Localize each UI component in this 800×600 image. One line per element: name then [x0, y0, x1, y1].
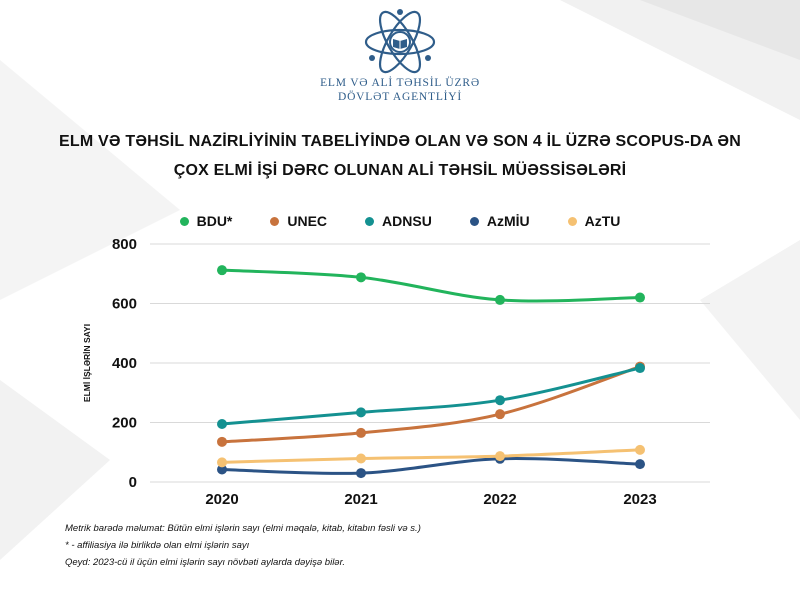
data-point-2-1 — [356, 407, 366, 418]
data-point-2-0 — [217, 418, 227, 429]
footnote-remark: Qeyd: 2023-cü il üçün elmi işlərin sayı … — [65, 557, 346, 568]
data-point-4-1 — [356, 453, 366, 464]
legend-dot-icon — [469, 216, 479, 226]
y-tick-label: 400 — [112, 355, 137, 372]
legend-label: ADNSU — [382, 213, 432, 229]
series-line-1 — [220, 365, 642, 444]
series-line-0 — [220, 268, 642, 303]
footnotes: Metrik barədə məlumat: Bütün elmi işləri… — [65, 520, 421, 571]
chart-title-line1: ELM VƏ TƏHSİL NAZİRLİYİNİN TABELİYİNDƏ O… — [59, 133, 741, 150]
series-line-4 — [220, 448, 642, 464]
legend-dot-icon — [365, 216, 375, 226]
legend-label: UNEC — [287, 213, 328, 229]
legend-item-4: AzTU — [567, 213, 621, 229]
legend-label: AzMİU — [486, 213, 530, 229]
legend-item-0: BDU* — [179, 213, 233, 229]
legend-item-1: UNEC — [270, 213, 327, 229]
legend-dot-icon — [567, 216, 577, 226]
legend-item-2: ADNSU — [365, 213, 432, 229]
org-name-line2: DÖVLƏT AGENTLİYİ — [337, 91, 463, 103]
data-point-0-0 — [217, 265, 227, 276]
data-point-0-2 — [495, 294, 505, 305]
y-axis-label: ELMİ İŞLƏRİN SAYI — [82, 324, 92, 402]
x-tick-label: 2021 — [344, 491, 377, 508]
data-point-4-2 — [495, 451, 505, 462]
x-tick-label: 2020 — [205, 491, 238, 508]
data-point-4-0 — [217, 457, 227, 468]
chart-title: ELM VƏ TƏHSİL NAZİRLİYİNİN TABELİYİNDƏ O… — [40, 127, 760, 185]
chart-legend: BDU* UNEC ADNSU AzMİU AzTU — [0, 213, 800, 229]
series-line-2 — [220, 366, 642, 426]
header: ELM VƏ ALİ TƏHSİL ÜZRƏ DÖVLƏT AGENTLİYİ — [0, 6, 800, 104]
y-tick-label: 600 — [112, 296, 137, 313]
data-point-1-2 — [495, 409, 505, 420]
data-point-2-2 — [495, 395, 505, 406]
footnote-affiliation: * - affiliasiya ilə birlikdə olan elmi i… — [65, 540, 250, 551]
data-point-3-1 — [356, 468, 366, 479]
y-tick-label: 0 — [129, 474, 137, 491]
legend-label: BDU* — [196, 213, 233, 229]
legend-item-3: AzMİU — [469, 213, 530, 229]
data-point-0-1 — [356, 272, 366, 283]
footnote-metric: Metrik barədə məlumat: Bütün elmi işləri… — [65, 523, 421, 534]
data-point-3-3 — [635, 459, 645, 470]
x-tick-label: 2022 — [483, 491, 516, 508]
x-tick-label: 2023 — [623, 491, 656, 508]
legend-dot-icon — [179, 216, 189, 226]
chart-title-line2: ÇOX ELMİ İŞİ DƏRC OLUNAN ALİ TƏHSİL MÜƏS… — [173, 162, 627, 179]
data-point-1-0 — [217, 436, 227, 447]
data-point-1-1 — [356, 427, 366, 438]
y-tick-label: 800 — [112, 236, 137, 253]
org-name-line1: ELM VƏ ALİ TƏHSİL ÜZRƏ — [320, 77, 480, 89]
data-point-3-0 — [217, 464, 227, 475]
legend-dot-icon — [270, 216, 280, 226]
data-point-2-3 — [635, 363, 645, 374]
legend-label: AzTU — [584, 213, 621, 229]
y-tick-label: 200 — [112, 415, 137, 432]
data-point-4-3 — [635, 444, 645, 455]
data-point-0-3 — [635, 292, 645, 303]
series-line-3 — [220, 457, 642, 475]
atom-book-logo-icon — [364, 9, 436, 74]
